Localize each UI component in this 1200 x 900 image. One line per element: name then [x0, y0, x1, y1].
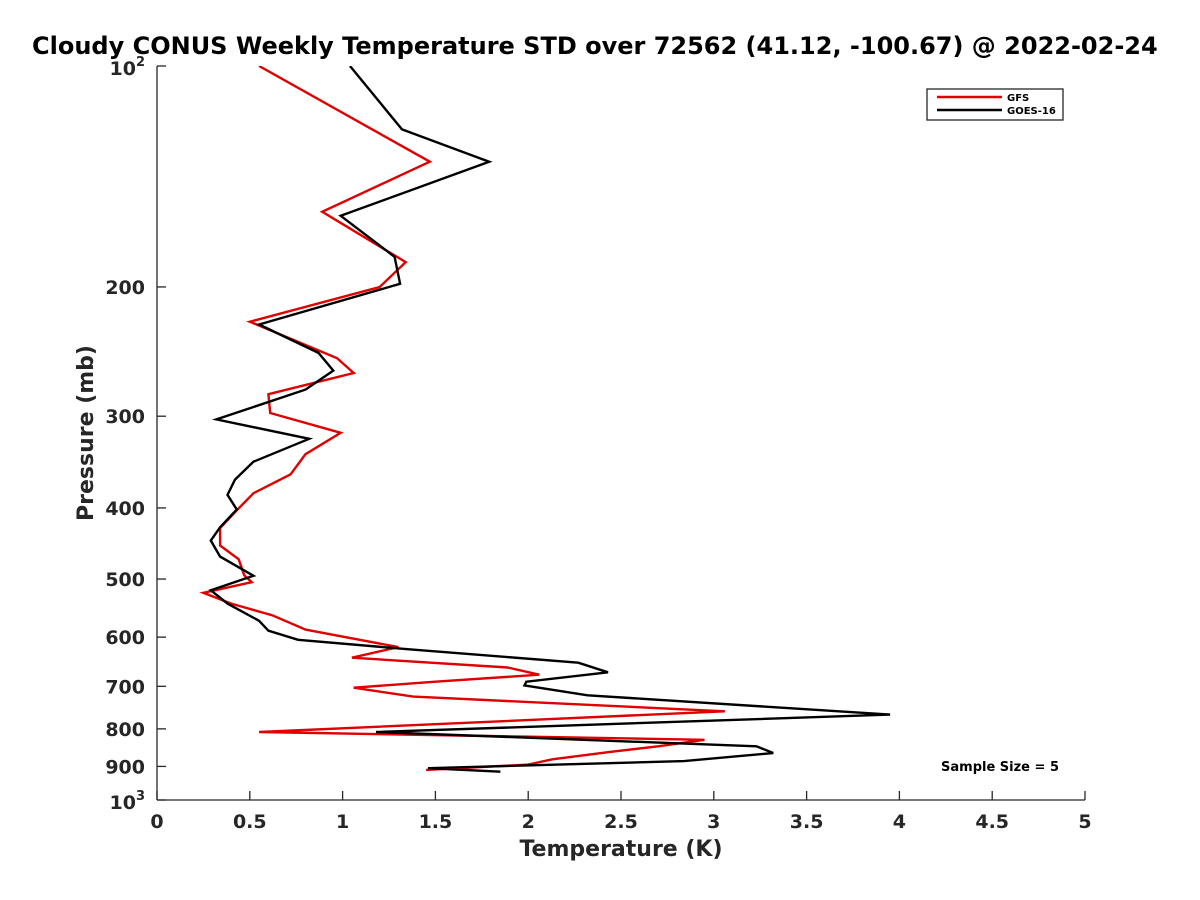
- x-tick-label: 0.5: [233, 811, 267, 833]
- y-tick-label: 300: [105, 406, 145, 428]
- y-tick-label: 200: [105, 277, 145, 299]
- x-tick-label: 5: [1078, 811, 1091, 833]
- series-line-goes-16: [208, 66, 891, 773]
- x-tick-label: 3: [707, 811, 720, 833]
- y-tick-label: 400: [105, 498, 145, 520]
- legend-label: GFS: [1007, 93, 1029, 104]
- y-axis-label: Pressure (mb): [74, 345, 99, 521]
- y-tick-label: 102: [110, 55, 146, 80]
- y-tick-exponent: 2: [136, 55, 145, 70]
- y-tick-exponent: 3: [136, 789, 145, 804]
- y-tick-label: 103: [110, 789, 146, 814]
- sample-size-annotation: Sample Size = 5: [941, 760, 1059, 775]
- y-tick-base: 10: [110, 792, 136, 814]
- x-tick-label: 4: [893, 811, 906, 833]
- y-tick-base: 10: [110, 58, 136, 80]
- y-tick-label: 800: [105, 719, 145, 741]
- x-tick-label: 1.5: [419, 811, 453, 833]
- x-tick-label: 1: [336, 811, 349, 833]
- x-tick-label: 0: [150, 811, 163, 833]
- y-tick-label: 600: [105, 627, 145, 649]
- x-axis-label: Temperature (K): [519, 837, 722, 862]
- y-tick-label: 900: [105, 756, 145, 778]
- x-tick-label: 4.5: [975, 811, 1009, 833]
- y-tick-label: 700: [105, 676, 145, 698]
- legend: GFS GOES-16: [926, 88, 1064, 121]
- x-tick-label: 2: [522, 811, 535, 833]
- chart-title: Cloudy CONUS Weekly Temperature STD over…: [32, 32, 1158, 60]
- x-tick-label: 2.5: [604, 811, 638, 833]
- axes: 0 0.5 1 1.5 2 2.5 3 3.5 4 4.5 51022003004005006007…: [105, 55, 1091, 833]
- x-tick-label: 3.5: [790, 811, 824, 833]
- series-line-gfs: [199, 66, 725, 772]
- legend-box: [926, 88, 1064, 121]
- series-layer: [199, 66, 891, 773]
- legend-label: GOES-16: [1007, 106, 1056, 117]
- y-tick-label: 500: [105, 569, 145, 591]
